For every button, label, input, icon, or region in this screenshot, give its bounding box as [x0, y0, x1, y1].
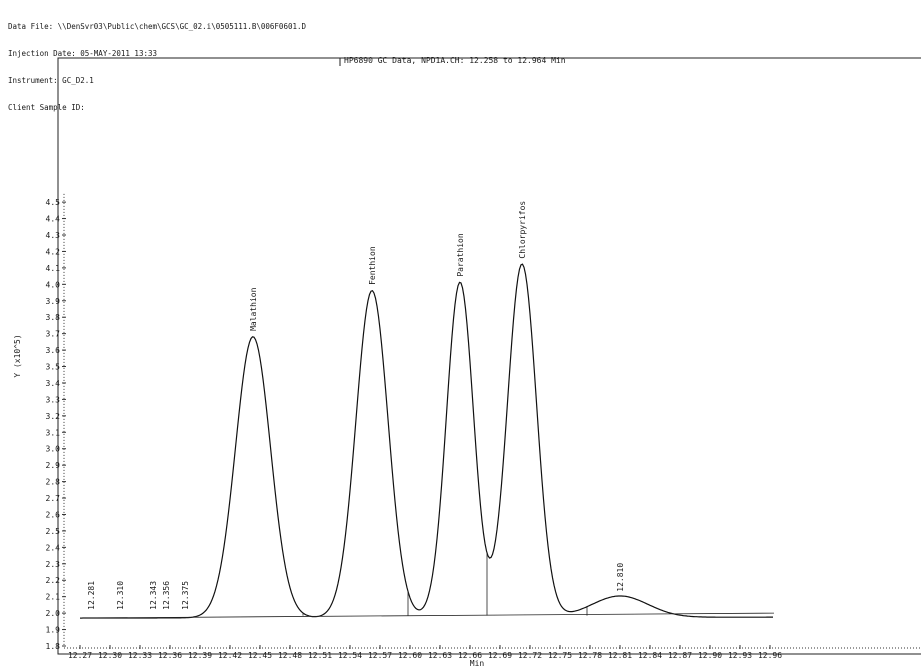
peak-label: Fenthion — [368, 246, 377, 285]
y-tick-label: 3.5 — [46, 363, 61, 372]
client-sample-id-line: Client Sample ID: — [8, 103, 85, 112]
retention-time-label: 12.810 — [616, 563, 625, 592]
x-tick-label: 12.72 — [518, 651, 542, 660]
retention-time-label: 12.310 — [116, 581, 125, 610]
x-tick-label: 12.30 — [98, 651, 122, 660]
x-tick-label: 12.93 — [728, 651, 752, 660]
instrument-line: Instrument: GC_D2.1 — [8, 76, 94, 85]
x-tick-label: 12.96 — [758, 651, 782, 660]
retention-time-label: 12.356 — [162, 581, 171, 610]
y-tick-label: 4.1 — [46, 264, 61, 273]
x-tick-label: 12.42 — [218, 651, 242, 660]
data-file-line: Data File: \\DenSvr03\Public\chem\GCS\GC… — [8, 22, 307, 31]
x-tick-label: 12.36 — [158, 651, 182, 660]
y-tick-label: 2.0 — [46, 609, 61, 618]
y-tick-label: 2.9 — [46, 461, 61, 470]
x-tick-label: 12.45 — [248, 651, 272, 660]
y-tick-label: 3.6 — [46, 346, 61, 355]
x-tick-label: 12.60 — [398, 651, 422, 660]
x-tick-label: 12.90 — [698, 651, 722, 660]
y-tick-label: 3.9 — [46, 297, 61, 306]
y-tick-label: 3.8 — [46, 313, 61, 322]
x-tick-label: 12.57 — [368, 651, 392, 660]
x-tick-label: 12.84 — [638, 651, 662, 660]
y-tick-label: 4.0 — [46, 280, 61, 289]
retention-time-label: 12.375 — [181, 581, 190, 610]
y-axis-label: Y (x10^5) — [13, 334, 22, 377]
x-axis-label: Min — [470, 659, 485, 668]
x-tick-label: 12.54 — [338, 651, 362, 660]
y-tick-label: 3.0 — [46, 445, 61, 454]
x-tick-label: 12.27 — [68, 651, 92, 660]
y-tick-label: 3.3 — [46, 395, 61, 404]
retention-time-label: 12.343 — [149, 581, 158, 610]
integration-baseline — [79, 612, 775, 619]
y-tick-label: 4.3 — [46, 231, 61, 240]
chart-title: HP6890 GC Data, NPD1A.CH: 12.258 to 12.9… — [344, 56, 566, 65]
peak-label: Chlorpyrifos — [518, 201, 527, 259]
x-tick-label: 12.66 — [458, 651, 482, 660]
x-tick-label: 12.39 — [188, 651, 212, 660]
y-tick-label: 3.2 — [46, 412, 61, 421]
file-header: Data File: \\DenSvr03\Public\chem\GCS\GC… — [8, 4, 306, 121]
y-tick-label: 2.1 — [46, 593, 61, 602]
y-tick-label: 3.4 — [46, 379, 61, 388]
x-tick-label: 12.63 — [428, 651, 452, 660]
peak-label: Parathion — [456, 233, 465, 277]
y-tick-label: 3.1 — [46, 428, 61, 437]
peak-label: Malathion — [249, 287, 258, 331]
y-tick-label: 2.5 — [46, 527, 61, 536]
y-tick-label: 3.7 — [46, 330, 61, 339]
y-tick-label: 4.5 — [46, 198, 61, 207]
y-tick-label: 1.8 — [46, 642, 61, 651]
retention-time-label: 12.281 — [87, 581, 96, 610]
x-tick-label: 12.75 — [548, 651, 572, 660]
x-tick-label: 12.69 — [488, 651, 512, 660]
y-tick-label: 2.6 — [46, 510, 61, 519]
y-tick-label: 2.4 — [46, 543, 61, 552]
y-tick-label: 2.7 — [46, 494, 61, 503]
chromatogram-trace — [80, 263, 773, 619]
x-tick-label: 12.87 — [668, 651, 692, 660]
plot-frame — [57, 57, 921, 655]
x-tick-label: 12.78 — [578, 651, 602, 660]
x-tick-label: 12.51 — [308, 651, 332, 660]
y-tick-label: 2.3 — [46, 560, 61, 569]
x-tick-label: 12.81 — [608, 651, 632, 660]
y-tick-label: 2.2 — [46, 576, 61, 585]
y-tick-label: 4.2 — [46, 247, 61, 256]
x-tick-label: 12.48 — [278, 651, 302, 660]
injection-date-line: Injection Date: 05-MAY-2011 13:33 — [8, 49, 158, 58]
y-tick-label: 1.9 — [46, 626, 61, 635]
y-tick-label: 4.4 — [46, 215, 61, 224]
x-tick-label: 12.33 — [128, 651, 152, 660]
y-tick-label: 2.8 — [46, 478, 61, 487]
